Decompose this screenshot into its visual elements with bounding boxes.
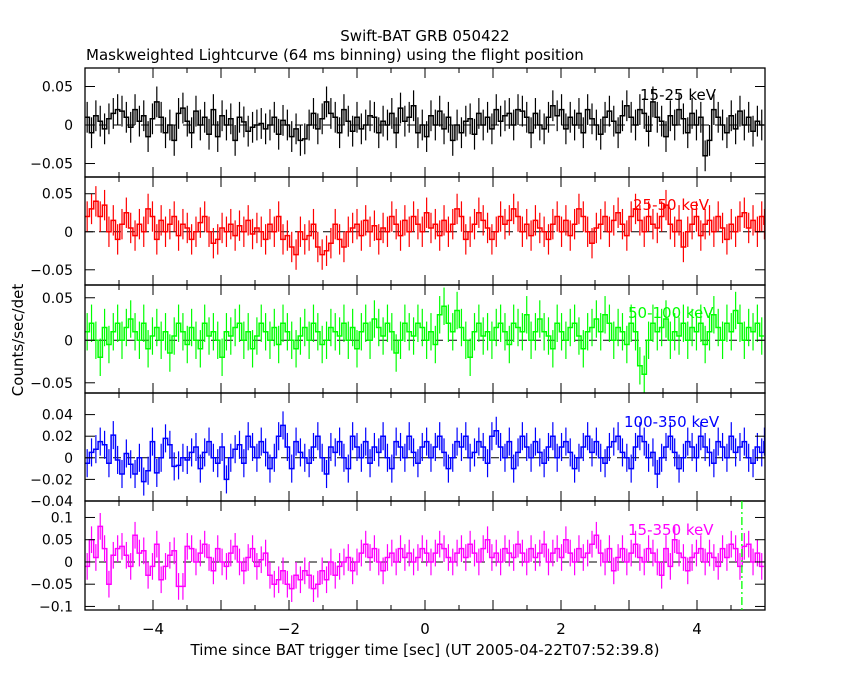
series-label: 50-100 keV [628,304,714,322]
y-tick-label: 0 [64,118,73,134]
y-tick-label: 0.05 [42,533,73,549]
y-tick-label: −0.05 [30,376,73,392]
series-line-0 [85,101,764,157]
y-tick-label: −0.05 [30,263,73,279]
series-label: 25-50 keV [633,196,710,214]
chart-title: Swift-BAT GRB 050422 [340,27,509,45]
x-tick-label: 2 [556,620,566,638]
y-tick-label: 0.1 [51,510,73,526]
y-tick-label: −0.05 [30,577,73,593]
y-tick-label: 0 [64,555,73,571]
series-label: 100-350 keV [624,413,720,431]
x-tick-label: −4 [142,620,164,638]
y-tick-label: −0.1 [39,599,73,615]
x-tick-label: −2 [278,620,300,638]
y-tick-label: 0.05 [42,187,73,203]
y-tick-label: 0.05 [42,79,73,95]
y-tick-label: 0 [64,225,73,241]
y-tick-label: 0 [64,451,73,467]
y-tick-label: −0.04 [30,494,73,510]
y-tick-label: −0.05 [30,157,73,173]
y-tick-label: 0.05 [42,291,73,307]
series-line-2 [85,305,764,376]
series-label: 15-25 keV [640,86,717,104]
series-line-4 [85,525,764,590]
series-line-1 [85,200,765,256]
y-tick-label: 0.04 [42,408,73,424]
x-tick-label: 4 [692,620,702,638]
x-axis-label: Time since BAT trigger time [sec] (UT 20… [190,641,660,659]
y-axis-label: Counts/sec/det [9,284,27,397]
y-tick-label: 0 [64,333,73,349]
chart-subtitle: Maskweighted Lightcurve (64 ms binning) … [86,46,584,64]
series-label: 15-350 keV [628,521,714,539]
x-tick-label: 0 [420,620,430,638]
y-tick-label: 0.02 [42,429,73,445]
y-tick-label: −0.02 [30,472,73,488]
series-line-3 [85,424,765,483]
